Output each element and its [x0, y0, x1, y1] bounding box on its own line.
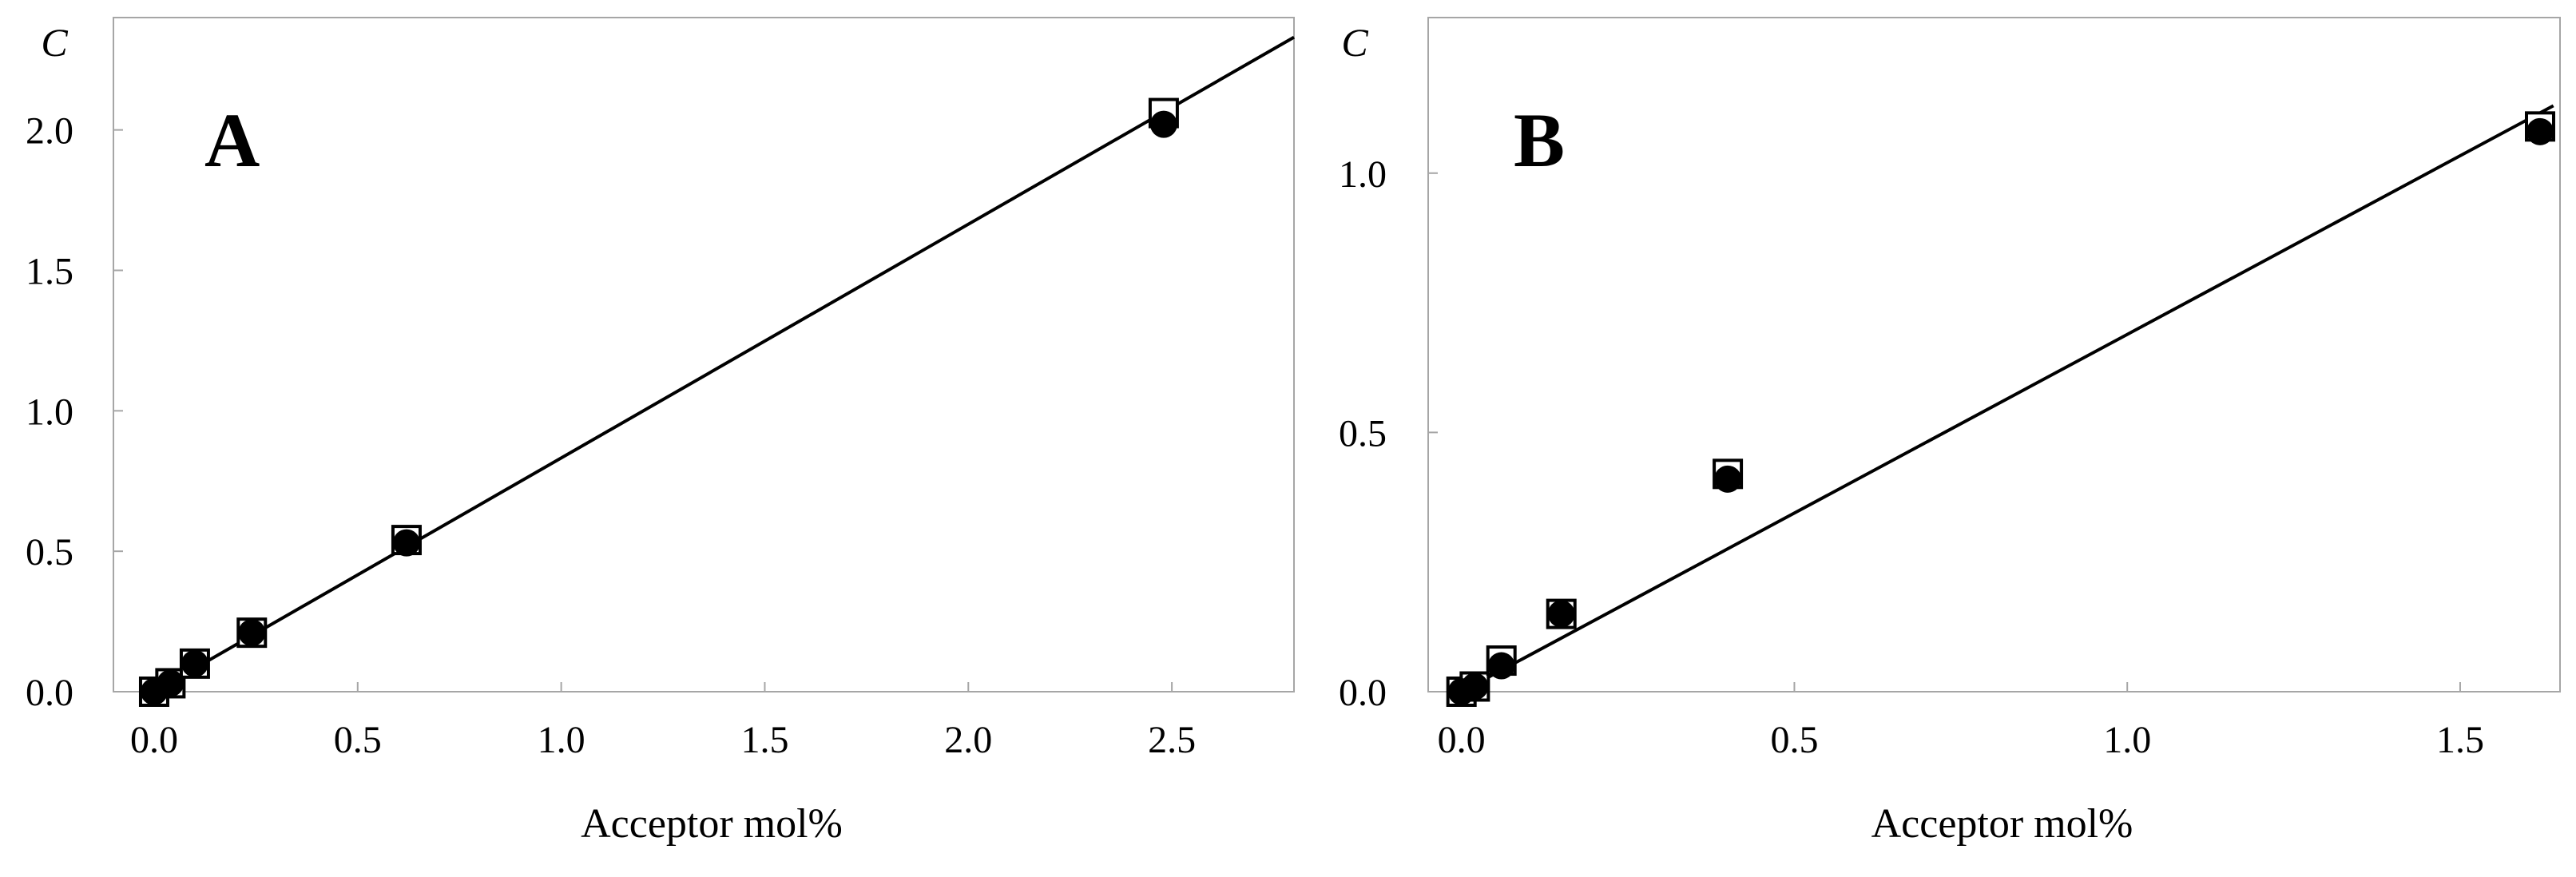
plot-frame [113, 17, 1295, 692]
data-point-filled-circle [392, 529, 420, 557]
chart-panel-b: 0.0 0.5 1.0 1.5 0.0 0.5 1.0 Acceptor mol% C B [1339, 17, 2561, 847]
data-point-filled-circle [1714, 465, 1742, 493]
y-tick-label: 2.0 [26, 110, 73, 153]
data-point-filled-circle [181, 649, 208, 677]
y-tick-label: 1.0 [1339, 153, 1387, 196]
data-point-filled-circle [238, 619, 266, 647]
plot-frame [1427, 17, 2561, 692]
fit-line [1460, 104, 2554, 693]
chart-panel-a: 0.0 0.5 1.0 1.5 2.0 2.5 0.0 0.5 1.0 1.5 2.0 Accepto… [26, 17, 1295, 847]
data-point-filled-circle [157, 669, 185, 697]
x-tick-label: 1.5 [740, 719, 788, 761]
data-point-filled-circle [1547, 600, 1575, 628]
x-tick-label: 0.0 [1438, 719, 1486, 761]
data-point-filled-circle [1461, 673, 1489, 700]
y-tick-label: 0.5 [26, 531, 73, 573]
y-tick-label: 1.0 [26, 391, 73, 433]
y-axis-title: C [41, 20, 68, 65]
x-tick-label: 0.5 [1770, 719, 1818, 761]
x-axis-title: Acceptor mol% [1871, 801, 2133, 847]
x-tick-label: 2.5 [1148, 719, 1196, 761]
x-tick-label: 1.5 [2436, 719, 2484, 761]
data-point-filled-circle [2526, 117, 2554, 145]
y-tick-label: 0.0 [26, 672, 73, 714]
panel-label: B [1514, 97, 1565, 183]
fit-line [153, 35, 1295, 693]
panel-label: A [204, 97, 260, 183]
x-tick-label: 0.5 [334, 719, 382, 761]
y-tick-label: 1.5 [26, 251, 73, 293]
x-axis-title: Acceptor mol% [581, 801, 843, 847]
x-tick-label: 2.0 [944, 719, 992, 761]
x-tick-label: 1.0 [538, 719, 585, 761]
x-tick-label: 0.0 [130, 719, 178, 761]
x-tick-label: 1.0 [2103, 719, 2151, 761]
data-point-filled-circle [1149, 110, 1177, 138]
y-tick-label: 0.5 [1339, 412, 1387, 454]
y-tick-label: 0.0 [1339, 672, 1387, 714]
data-point-filled-circle [1487, 652, 1515, 680]
y-axis-title: C [1341, 20, 1368, 65]
